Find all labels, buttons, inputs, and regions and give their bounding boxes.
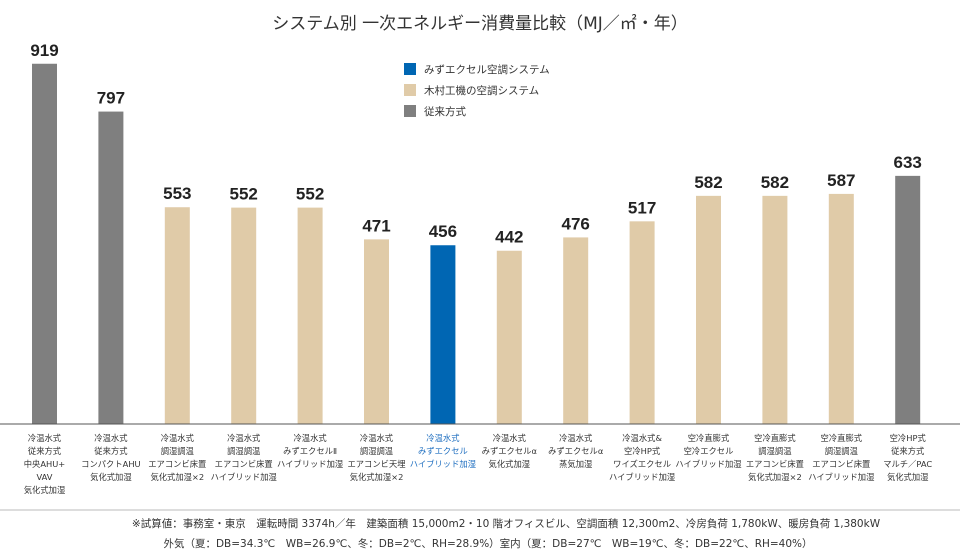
category-label-2-line-3: 気化式加湿×2 <box>150 472 204 482</box>
bar-9 <box>629 221 655 424</box>
category-label-5-line-1: 調湿調温 <box>360 446 393 456</box>
category-label-10-line-1: 空冷エクセル <box>684 446 734 456</box>
value-label-8: 476 <box>562 214 590 233</box>
category-label-7-line-0: 冷温水式 <box>493 433 527 443</box>
category-label-5-line-0: 冷温水式 <box>360 433 394 443</box>
bar-0 <box>32 63 57 424</box>
category-label-9-line-3: ハイブリッド加湿 <box>609 472 675 482</box>
category-label-2-line-0: 冷温水式 <box>161 433 195 443</box>
category-label-9-line-1: 空冷HP式 <box>624 446 661 456</box>
category-label-12-line-3: ハイブリッド加湿 <box>808 472 874 482</box>
category-label-6-line-0: 冷温水式 <box>426 433 460 443</box>
footnote-line-2: 外気（夏：DB=34.3℃ WB=26.9℃、冬：DB=2℃、RH=28.9%）… <box>163 537 812 550</box>
category-label-8-line-1: みずエクセルα <box>548 446 604 456</box>
category-label-0-line-3: VAV <box>37 472 53 482</box>
value-label-10: 582 <box>694 173 722 192</box>
legend-label-1: 木村工機の空調システム <box>424 84 539 97</box>
category-label-7-line-2: 気化式加湿 <box>489 459 531 469</box>
category-label-11-line-1: 調湿調温 <box>758 446 791 456</box>
value-label-3: 552 <box>230 185 258 204</box>
bars <box>32 63 921 425</box>
category-label-6-line-2: ハイブリッド加湿 <box>410 459 476 469</box>
category-label-13-line-0: 空冷HP式 <box>890 433 927 443</box>
legend-swatch-0 <box>404 63 416 75</box>
category-label-1-line-2: コンパクトAHU <box>81 459 140 469</box>
category-label-5-line-3: 気化式加湿×2 <box>350 472 404 482</box>
category-label-11-line-3: 気化式加湿×2 <box>748 472 802 482</box>
category-label-11-line-2: エアコンビ床置 <box>746 459 804 469</box>
category-label-13-line-3: 気化式加湿 <box>887 472 929 482</box>
value-label-4: 552 <box>296 185 324 204</box>
legend-swatch-1 <box>404 84 416 96</box>
category-label-13-line-1: 従来方式 <box>891 446 925 456</box>
category-label-12-line-2: エアコンビ床置 <box>812 459 870 469</box>
category-label-0-line-0: 冷温水式 <box>28 433 62 443</box>
bar-11 <box>762 195 788 424</box>
value-label-7: 442 <box>495 228 523 247</box>
category-label-4-line-0: 冷温水式 <box>293 433 327 443</box>
value-label-6: 456 <box>429 222 457 241</box>
category-label-0-line-1: 従来方式 <box>28 446 62 456</box>
bar-12 <box>828 193 854 424</box>
legend-swatch-2 <box>404 105 416 117</box>
bar-3 <box>231 207 257 424</box>
value-label-11: 582 <box>761 173 789 192</box>
value-label-12: 587 <box>827 171 855 190</box>
category-label-1-line-0: 冷温水式 <box>94 433 128 443</box>
value-label-0: 919 <box>30 41 58 60</box>
category-label-4-line-2: ハイブリッド加湿 <box>277 459 343 469</box>
category-label-3-line-1: 調湿調温 <box>227 446 260 456</box>
bar-5 <box>364 239 389 424</box>
category-label-8-line-0: 冷温水式 <box>559 433 593 443</box>
bar-2 <box>164 207 190 424</box>
category-label-3-line-0: 冷温水式 <box>227 433 261 443</box>
value-label-2: 553 <box>163 184 191 203</box>
category-label-6-line-1: みずエクセル <box>418 446 468 456</box>
category-label-12-line-0: 空冷直膨式 <box>821 433 863 443</box>
bar-10 <box>696 195 721 424</box>
category-label-12-line-1: 調湿調温 <box>825 446 858 456</box>
bar-6 <box>430 245 456 424</box>
category-label-1-line-3: 気化式加湿 <box>90 472 132 482</box>
bar-13 <box>895 175 921 424</box>
value-labels: 919 797 553 552 552 471 456 442 476 517 582 582 587 6… <box>30 41 922 247</box>
bar-4 <box>297 207 323 424</box>
category-label-8-line-2: 蒸気加湿 <box>559 459 592 469</box>
legend-label-2: 従来方式 <box>424 105 466 118</box>
value-label-9: 517 <box>628 198 656 217</box>
category-label-7-line-1: みずエクセルα <box>482 446 538 456</box>
chart-title: システム別 一次エネルギー消費量比較（MJ／㎡・年） <box>272 14 688 34</box>
category-label-2-line-1: 調湿調温 <box>161 446 194 456</box>
footnote-line-1: ※試算値：事務室・東京 運転時間 3374h／年 建築面積 15,000m2・1… <box>132 517 881 530</box>
category-label-0-line-4: 気化式加湿 <box>24 485 66 495</box>
category-label-0-line-2: 中央AHU+ <box>24 459 66 469</box>
category-label-4-line-1: みずエクセルⅡ <box>283 446 337 456</box>
value-label-1: 797 <box>97 89 125 108</box>
category-label-9-line-2: ワイズエクセル <box>613 459 671 469</box>
category-label-13-line-2: マルチ／PAC <box>883 459 932 469</box>
category-label-5-line-2: エアコンビ天埋 <box>347 459 405 469</box>
category-label-9-line-0: 冷温水式& <box>622 433 662 443</box>
bar-8 <box>563 237 589 424</box>
category-label-3-line-3: ハイブリッド加湿 <box>211 472 277 482</box>
category-label-10-line-2: ハイブリッド加湿 <box>675 459 741 469</box>
category-label-3-line-2: エアコンビ床置 <box>215 459 273 469</box>
bar-7 <box>496 250 522 424</box>
value-label-13: 633 <box>894 153 922 172</box>
value-label-5: 471 <box>362 216 390 235</box>
category-label-11-line-0: 空冷直膨式 <box>754 433 796 443</box>
category-label-10-line-0: 空冷直膨式 <box>688 433 730 443</box>
category-label-2-line-2: エアコンビ床置 <box>148 459 206 469</box>
bar-1 <box>98 111 124 425</box>
category-label-1-line-1: 従来方式 <box>94 446 128 456</box>
legend-label-0: みずエクセル空調システム <box>424 63 550 76</box>
